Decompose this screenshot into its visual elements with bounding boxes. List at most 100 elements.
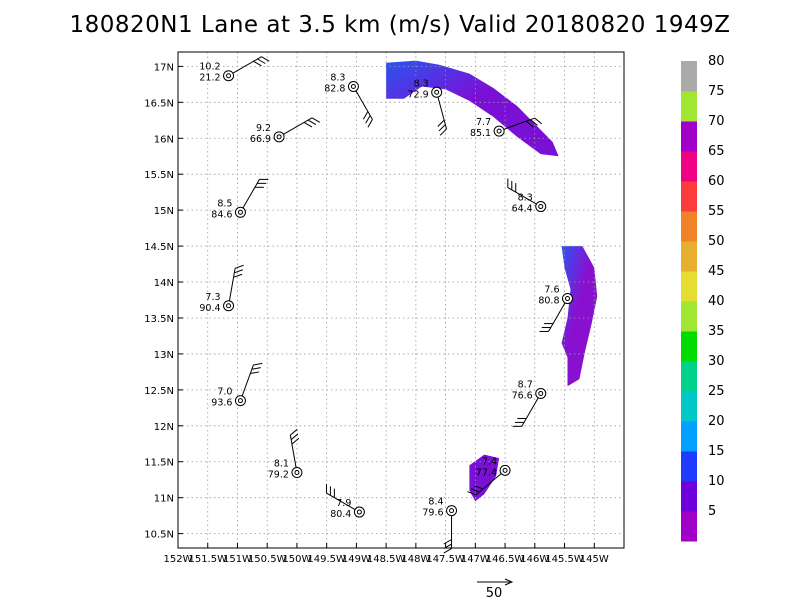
- dropsonde-markers: 10.221.2 8.382.8 8.372.97.785.19.266.98.36…: [199, 56, 574, 554]
- plot-area: [178, 52, 624, 548]
- colorbar-segment-14: [681, 91, 697, 122]
- wind-barb-feather: [365, 115, 371, 124]
- dropsonde-bottom-label: 93.6: [211, 398, 232, 409]
- dropsonde-marker: [291, 467, 303, 479]
- reference-vector-label: 50: [486, 586, 503, 600]
- dropsonde-top-label: 7.6: [544, 285, 559, 296]
- colorbar-segment-6: [681, 331, 697, 362]
- dropsonde-bottom-label: 84.6: [211, 209, 232, 220]
- wind-barb-staff: [239, 364, 254, 401]
- dropsonde-bottom-label: 76.6: [512, 390, 533, 401]
- colorbar-label: 30: [708, 354, 725, 369]
- dropsonde-marker-inner: [538, 204, 544, 210]
- dropsonde-bottom-label: 79.6: [422, 508, 443, 519]
- y-tick-label: 11N: [154, 494, 174, 505]
- dropsonde-bottom-label: 77.4: [476, 467, 497, 478]
- dropsonde-marker-inner: [226, 303, 232, 309]
- wind-barb-feather: [443, 539, 452, 545]
- colorbar-segment-8: [681, 271, 697, 302]
- dropsonde-bottom-label: 21.2: [199, 73, 220, 84]
- colorbar-label: 55: [708, 204, 725, 219]
- dropsonde-marker: [353, 506, 365, 518]
- dropsonde-bottom-label: 85.1: [470, 128, 491, 139]
- plot-frame: [177, 51, 625, 549]
- colorbar-segment-1: [681, 481, 697, 512]
- dropsonde-top-label: 7.0: [217, 387, 232, 398]
- colorbar-segment-2: [681, 451, 697, 482]
- dropsonde-bottom-label: 90.4: [199, 303, 220, 314]
- wind-barb-feather: [474, 485, 484, 490]
- wind-barb-staff: [352, 86, 373, 120]
- y-tick-label: 13.5N: [144, 314, 174, 325]
- dropsonde-marker-inner: [496, 128, 502, 134]
- chart-title: 180820N1 Lane at 3.5 km (m/s) Valid 2018…: [69, 12, 731, 38]
- x-tick-label: 145W: [580, 554, 609, 565]
- wind-barb-staff: [475, 469, 506, 496]
- dropsonde-top-label: 8.3: [414, 78, 429, 89]
- x-tick-label: 147W: [461, 554, 490, 565]
- wind-barb-feather: [257, 58, 266, 64]
- dropsonde-7: 8.584.6: [211, 178, 269, 220]
- dropsonde-bottom-label: 80.8: [538, 296, 559, 307]
- dropsonde-9: 7.680.8: [538, 285, 574, 332]
- wind-barb-feather: [367, 119, 373, 128]
- y-tick-label: 14.5N: [144, 242, 174, 253]
- wind-barb-feather: [311, 117, 321, 123]
- dropsonde-14: 7.980.4: [325, 484, 365, 520]
- plot-axes: 152W151.5W151W150.5W150W149.5W149W148.5W…: [144, 51, 625, 565]
- dropsonde-top-label: 8.3: [330, 73, 345, 84]
- dropsonde-marker-inner: [434, 89, 440, 95]
- y-tick-label: 10.5N: [144, 530, 174, 541]
- wind-barb-feather: [290, 428, 298, 436]
- dropsonde-marker: [223, 300, 235, 312]
- dropsonde-bottom-label: 79.2: [268, 470, 289, 481]
- dropsonde-8: 7.390.4: [199, 264, 244, 314]
- wind-barb-feather: [439, 128, 447, 136]
- y-tick-label: 14N: [154, 278, 174, 289]
- wind-barb-staff: [436, 92, 447, 130]
- x-tick-label: 147.5W: [426, 554, 465, 565]
- x-tick-label: 151.5W: [188, 554, 227, 565]
- dropsonde-marker-inner: [565, 296, 571, 302]
- colorbar-label: 15: [708, 444, 725, 459]
- dropsonde-marker: [347, 81, 359, 93]
- wind-barb-staff: [507, 187, 541, 207]
- wind-barb-staff: [228, 56, 262, 77]
- wind-barb-staff: [548, 298, 568, 332]
- x-tick-label: 145.5W: [545, 554, 584, 565]
- dropsonde-2: 8.382.8: [324, 73, 373, 128]
- dropsonde-top-label: 8.1: [274, 459, 289, 470]
- dropsonde-top-label: 7.3: [205, 292, 220, 303]
- plot-background: [178, 52, 624, 548]
- dropsonde-top-label: 7.4: [482, 456, 497, 467]
- dropsonde-marker-inner: [502, 467, 508, 473]
- colorbar-label: 20: [708, 414, 725, 429]
- colorbar-segment-9: [681, 241, 697, 272]
- y-tick-label: 12.5N: [144, 386, 174, 397]
- y-tick-label: 15N: [154, 206, 174, 217]
- x-tick-label: 148W: [401, 554, 430, 565]
- wind-barb-feather: [534, 117, 543, 125]
- wind-barb-feather: [530, 119, 538, 126]
- colorbar-label: 65: [708, 144, 725, 159]
- dropsonde-4: 7.785.1: [470, 117, 543, 139]
- dropsonde-marker: [234, 206, 246, 218]
- wind-barb-feather: [290, 433, 299, 440]
- dropsonde-marker-inner: [538, 390, 544, 396]
- dropsonde-15: 8.479.6: [422, 497, 458, 554]
- dropsonde-marker: [431, 86, 443, 98]
- wind-barb-staff: [289, 435, 298, 473]
- colorbar-segment-13: [681, 121, 697, 152]
- x-tick-label: 152W: [164, 554, 193, 565]
- wind-barb-feather: [470, 488, 480, 493]
- wind-barb-feather: [303, 121, 313, 128]
- wind-barb-feather: [234, 269, 243, 274]
- colorbar-segment-5: [681, 361, 697, 392]
- dropsonde-marker-inner: [356, 509, 362, 515]
- wind-barb-staff: [240, 179, 260, 213]
- dropsonde-bottom-label: 80.4: [330, 509, 351, 520]
- wind-barb-feather: [467, 491, 477, 496]
- dropsonde-marker: [535, 387, 547, 399]
- dropsonde-top-label: 8.7: [518, 379, 533, 390]
- dropsonde-1: 10.221.2: [199, 56, 270, 84]
